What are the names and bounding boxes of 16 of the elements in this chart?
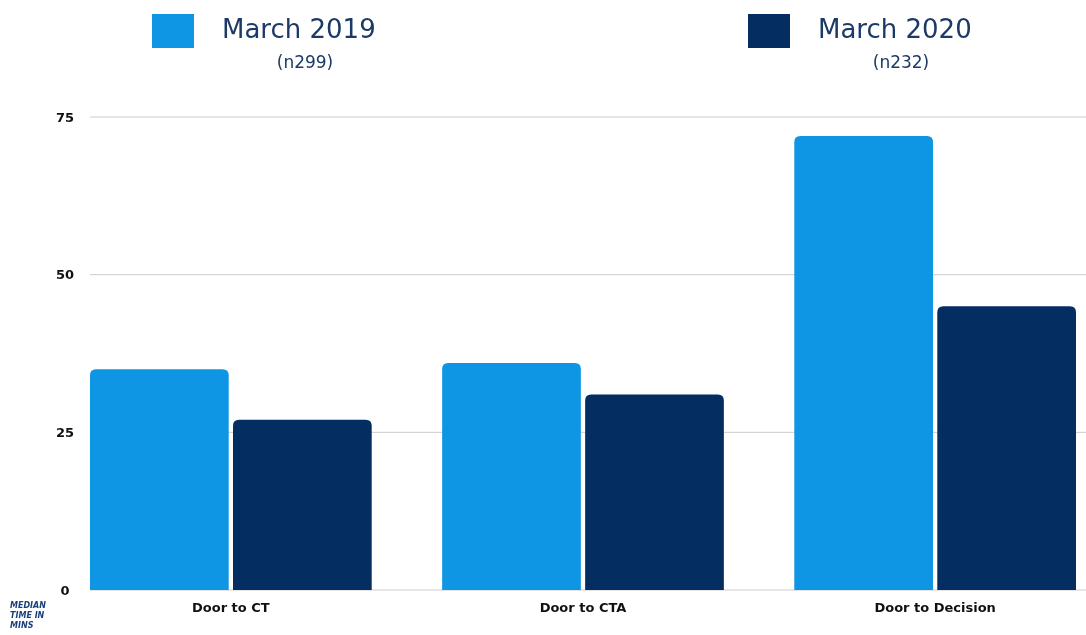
x-tick-label: Door to Decision: [874, 600, 996, 615]
bar: [937, 306, 1076, 590]
bar: [90, 369, 229, 590]
y-axis-title: MEDIAN TIME IN MINS: [10, 601, 47, 630]
y-tick-label: 75: [55, 109, 75, 125]
bar: [794, 135, 933, 590]
legend-label: March 2019 (n299): [222, 14, 376, 72]
x-tick-label: Door to CT: [192, 600, 270, 615]
x-tick-label: Door to CTA: [539, 600, 627, 615]
legend-label: March 2020 (n232): [818, 14, 972, 72]
bar: [442, 362, 581, 590]
y-tick-label: 25: [55, 424, 75, 440]
bar: [233, 419, 372, 590]
y-tick-label: 50: [55, 267, 75, 283]
y-tick-label: 0: [60, 582, 70, 598]
bar: [585, 394, 724, 590]
